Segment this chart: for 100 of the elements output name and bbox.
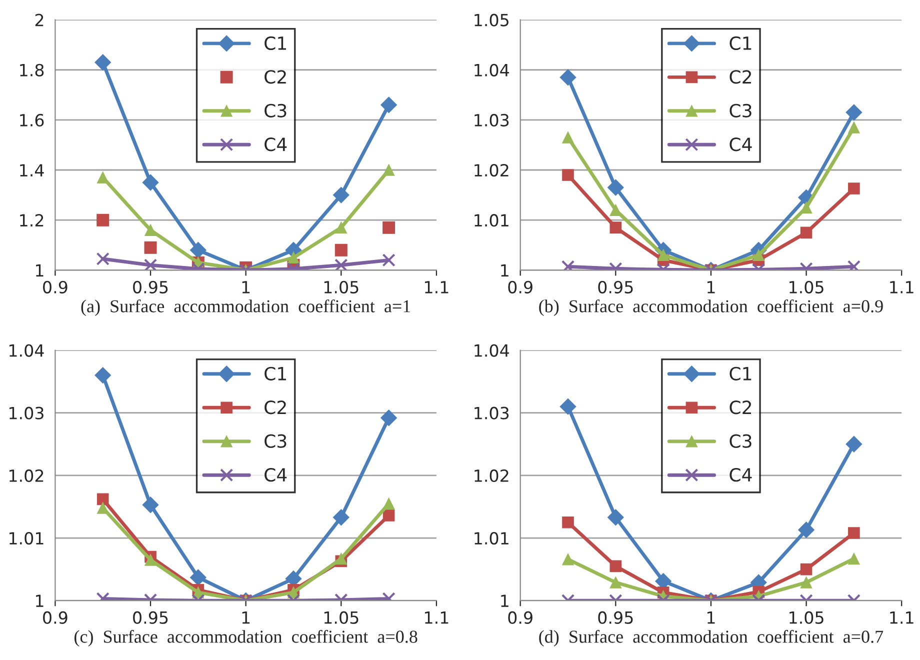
y-tick-label: 1 [36,594,44,607]
x-tick-label: 0.9 [43,280,68,294]
point [334,244,348,256]
point [562,169,574,181]
point [382,164,395,176]
point [382,510,395,522]
point [380,410,398,426]
x-tick-label: 1 [708,612,715,624]
point [380,96,398,114]
y-tick-label: 1 [501,264,508,276]
point [144,554,156,566]
x-axis-title: (b) Surface accommodation coefficient a=0.9 [539,299,883,316]
x-tick-label: 0.95 [598,611,633,624]
y-tick-label: 1.03 [474,406,509,420]
x-tick-label: 1.1 [425,281,448,294]
x-tick-label: 0.9 [508,280,532,294]
y-tick-label: 1.01 [474,532,508,545]
point [562,553,574,566]
point [800,226,812,238]
y-tick-label: 1.02 [474,469,508,482]
point [657,249,670,262]
point [144,258,158,270]
x-tick-label: 0.95 [133,280,168,294]
y-tick-label: 1.2 [20,214,44,226]
y-tick-label: 1.6 [20,114,44,127]
point [96,493,109,506]
y-tick-label: 1.05 [474,14,508,26]
point [560,398,576,415]
y-tick-label: 1 [36,264,44,276]
point [562,516,574,528]
point [190,242,206,258]
point [335,552,348,565]
point [96,502,109,514]
legend-label: C1 [730,366,752,380]
point [382,221,396,234]
legend-label: C4 [730,468,752,482]
point [610,222,622,234]
x-tick-label: 1.1 [890,281,914,294]
y-tick-label: 1.02 [10,469,44,482]
x-tick-label: 1 [242,281,250,294]
y-tick-label: 1.8 [20,64,44,76]
x-axis-title: (a) Surface accommodation coefficient a=1 [81,299,410,316]
point [848,552,860,565]
point [607,509,624,526]
x-axis-title: (d) Surface accommodation coefficient a=0.7 [539,630,884,646]
point [288,252,300,264]
y-tick-label: 1.01 [10,532,44,545]
y-tick-label: 1.01 [474,214,508,227]
legend-label: C4 [730,138,752,152]
y-tick-label: 1 [501,594,508,607]
x-axis-title: (c) Surface accommodation coefficient a=0.8 [74,630,418,646]
legend-label: C1 [264,366,286,380]
y-tick-label: 2 [35,14,44,26]
y-tick-label: 1.04 [10,344,44,357]
point [94,54,112,71]
y-tick-label: 1.04 [474,64,509,76]
point [94,367,112,384]
y-tick-label: 1.4 [20,164,44,176]
point [382,498,395,510]
point [190,569,206,586]
point [332,509,350,526]
point [846,104,862,121]
y-tick-label: 1.04 [474,344,509,357]
x-tick-label: 0.95 [598,280,633,294]
legend-label: C1 [264,36,286,50]
legend-label: C1 [730,36,752,50]
x-tick-label: 1.05 [790,611,824,624]
point [800,576,812,588]
point [848,527,860,539]
x-tick-label: 0.9 [43,611,68,624]
point [96,214,110,226]
point [846,436,862,452]
point [561,260,575,270]
x-tick-label: 0.9 [508,611,532,624]
point [610,560,622,572]
y-tick-label: 1.03 [474,114,509,127]
point [144,241,157,254]
legend-label: C3 [730,434,752,448]
legend-label: C3 [730,104,752,118]
y-tick-label: 1.02 [474,164,508,177]
x-tick-label: 1.1 [890,612,914,624]
point [332,186,350,204]
x-tick-label: 1.05 [790,280,824,294]
x-tick-label: 1.05 [324,280,358,294]
point [142,496,159,514]
point [607,179,624,196]
legend-label: C2 [730,70,751,84]
legend-label: C3 [264,434,286,448]
point [562,132,574,144]
y-tick-label: 1.03 [10,406,44,420]
point [96,252,110,266]
point [848,122,860,134]
point [96,172,109,184]
point [752,249,765,262]
point [142,174,159,191]
point [798,522,814,538]
legend-label: C2 [264,400,286,414]
legend-label: C4 [264,138,287,152]
point [335,222,348,234]
point [560,69,576,86]
